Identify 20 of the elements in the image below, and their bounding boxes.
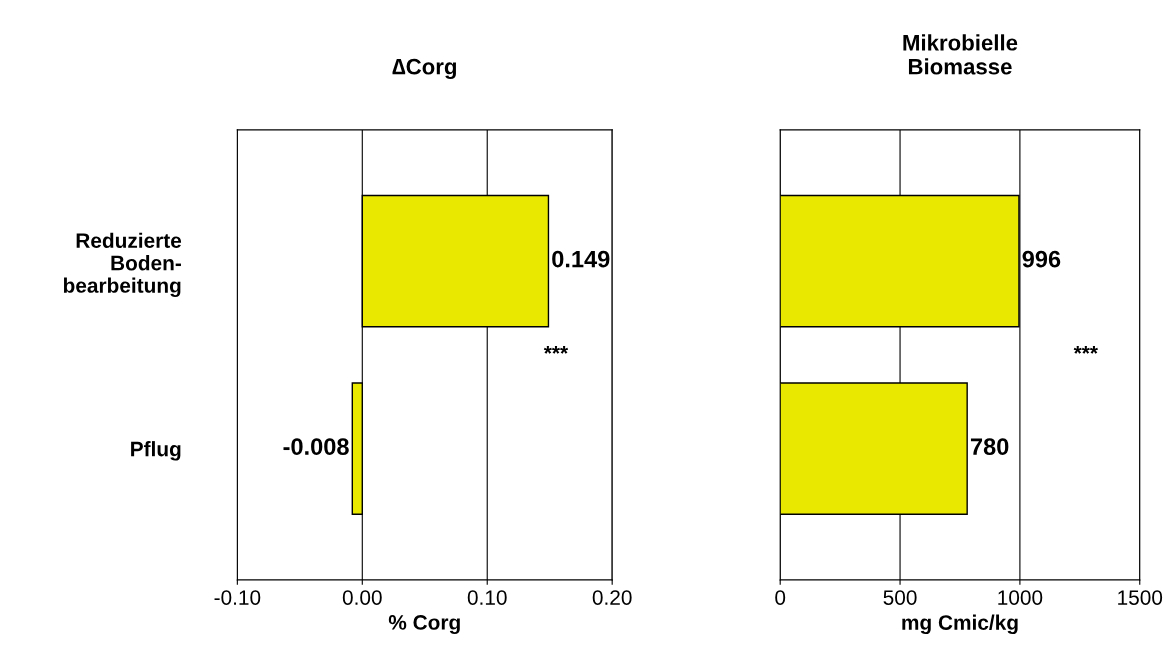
x-tick-label: 0 — [775, 590, 786, 605]
x-tick-label: 1500 — [1118, 590, 1163, 605]
data-label: -0.008 — [283, 438, 349, 455]
annotation: *** — [543, 345, 569, 354]
annotation: *** — [1073, 345, 1098, 354]
x-axis-title: mg Cmic/kg — [902, 614, 1018, 635]
data-label: 780 — [970, 438, 1009, 455]
x-tick-label: 0.10 — [467, 590, 507, 605]
x-tick-label: 0.00 — [342, 590, 382, 605]
y-tick-label: Pflug — [131, 441, 181, 461]
x-tick-label: -0.10 — [214, 590, 261, 605]
x-tick-label: 0.20 — [592, 590, 632, 605]
data-label: 0.149 — [552, 250, 610, 268]
y-tick-label: Reduzierte Boden- bearbeitung — [63, 232, 182, 298]
x-tick-label: 1000 — [998, 590, 1043, 605]
chart-title: Mikrobielle Biomasse — [903, 34, 1018, 75]
x-tick-label: 500 — [883, 590, 917, 605]
x-axis-title: % Corg — [388, 615, 460, 635]
chart-title: ∆Corg — [392, 58, 456, 80]
data-label: 996 — [1022, 250, 1061, 268]
